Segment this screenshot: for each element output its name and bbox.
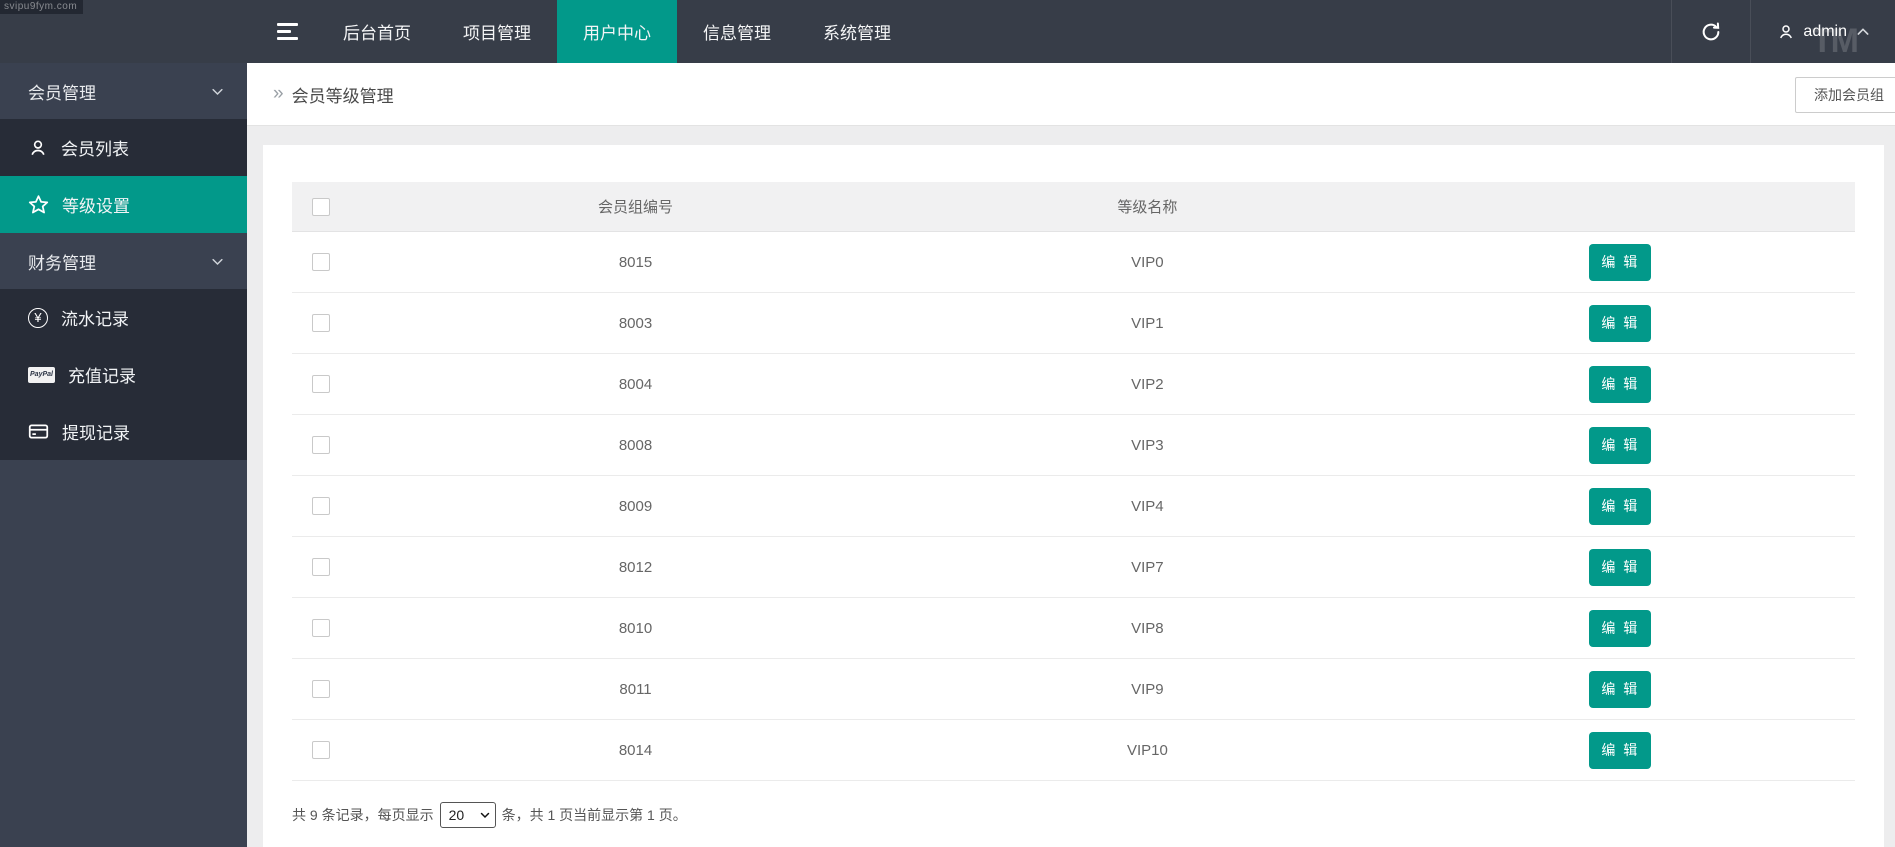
row-checkbox[interactable] (312, 619, 330, 638)
group-id-cell: 8010 (618, 619, 653, 637)
level-name-cell: VIP8 (1131, 619, 1164, 637)
table-row: 8012 VIP7 编 辑 (292, 537, 1855, 598)
chevron-up-icon (1857, 27, 1869, 35)
user-menu[interactable]: TM admin (1751, 0, 1895, 63)
paypal-icon: PayPal (28, 366, 55, 383)
col-header-group-id: 会员组编号 (598, 199, 674, 216)
row-checkbox[interactable] (312, 375, 330, 394)
username: admin (1803, 22, 1847, 40)
breadcrumb-caret-icon: » (273, 83, 284, 104)
yen-circle-icon: ¥ (28, 307, 48, 328)
edit-button[interactable]: 编 辑 (1589, 365, 1652, 403)
table-row: 8004 VIP2 编 辑 (292, 354, 1855, 415)
tab-user-center[interactable]: 用户中心 (557, 0, 677, 63)
group-id-cell: 8014 (618, 741, 653, 759)
level-name-cell: VIP7 (1131, 558, 1164, 576)
row-checkbox[interactable] (312, 558, 330, 577)
tab-info[interactable]: 信息管理 (703, 24, 771, 43)
menu-toggle-icon[interactable] (267, 0, 317, 63)
group-id-cell: 8015 (618, 253, 653, 271)
sidebar-item-level-settings[interactable]: 等级设置 (0, 176, 247, 233)
level-name-cell: VIP9 (1131, 680, 1164, 698)
col-header-level-name: 等级名称 (1117, 199, 1178, 216)
main-content: » 会员等级管理 添加会员组 会员组编号 等级名称 8015 VIP0 编 辑 … (247, 63, 1895, 847)
table-row: 8011 VIP9 编 辑 (292, 659, 1855, 720)
pagination: 共 9 条记录，每页显示 20 条，共 1 页当前显示第 1 页。 (292, 802, 1884, 828)
sidebar-item-withdraw-log[interactable]: 提现记录 (0, 403, 247, 460)
row-checkbox[interactable] (312, 253, 330, 272)
page-title: 会员等级管理 (291, 86, 394, 106)
table-row: 8009 VIP4 编 辑 (292, 476, 1855, 537)
level-name-cell: VIP3 (1131, 436, 1164, 454)
sidebar: 会员管理 会员列表 等级设置 财务管理 ¥ 流水记录 PayPal 充值记录 提… (0, 63, 247, 847)
edit-button[interactable]: 编 辑 (1589, 609, 1652, 647)
row-checkbox[interactable] (312, 680, 330, 699)
pagination-summary-before: 共 9 条记录，每页显示 (292, 807, 434, 823)
tab-projects[interactable]: 项目管理 (463, 24, 531, 43)
level-name-cell: VIP0 (1131, 253, 1164, 271)
table-body: 8015 VIP0 编 辑 8003 VIP1 编 辑 8004 VIP2 编 … (292, 232, 1855, 781)
sidebar-group-member-mgmt[interactable]: 会员管理 (0, 63, 247, 119)
group-id-cell: 8008 (618, 436, 653, 454)
edit-button[interactable]: 编 辑 (1589, 304, 1652, 342)
user-icon (31, 140, 45, 155)
row-checkbox[interactable] (312, 497, 330, 516)
edit-button[interactable]: 编 辑 (1589, 670, 1652, 708)
group-id-cell: 8012 (618, 558, 653, 576)
edit-button[interactable]: 编 辑 (1589, 731, 1652, 769)
table-row: 8008 VIP3 编 辑 (292, 415, 1855, 476)
sidebar-item-transaction-log[interactable]: ¥ 流水记录 (0, 289, 247, 346)
group-id-cell: 8009 (618, 497, 653, 515)
table-row: 8014 VIP10 编 辑 (292, 720, 1855, 781)
group-id-cell: 8003 (618, 314, 653, 332)
top-navbar: svipu9fym.com 后台首页 项目管理 用户中心 信息管理 系统管理 T… (0, 0, 1895, 63)
tab-system[interactable]: 系统管理 (823, 24, 891, 43)
level-name-cell: VIP1 (1131, 314, 1164, 332)
refresh-icon (1703, 22, 1720, 40)
level-name-cell: VIP10 (1126, 741, 1168, 759)
edit-button[interactable]: 编 辑 (1589, 243, 1652, 281)
sidebar-item-recharge-log[interactable]: PayPal 充值记录 (0, 346, 247, 403)
chevron-down-icon (212, 88, 223, 95)
table-row: 8003 VIP1 编 辑 (292, 293, 1855, 354)
breadcrumb: » 会员等级管理 添加会员组 (247, 63, 1895, 126)
sidebar-group-finance-mgmt[interactable]: 财务管理 (0, 233, 247, 289)
sidebar-item-member-list[interactable]: 会员列表 (0, 119, 247, 176)
group-id-cell: 8011 (619, 680, 652, 698)
table-header-row: 会员组编号 等级名称 (292, 182, 1855, 232)
member-level-table: 会员组编号 等级名称 8015 VIP0 编 辑 8003 VIP1 编 辑 8… (292, 182, 1855, 781)
star-icon (28, 195, 49, 214)
site-watermark: svipu9fym.com (0, 0, 84, 14)
table-row: 8015 VIP0 编 辑 (292, 232, 1855, 293)
tab-home[interactable]: 后台首页 (343, 24, 411, 43)
table-panel: 会员组编号 等级名称 8015 VIP0 编 辑 8003 VIP1 编 辑 8… (263, 145, 1884, 847)
group-id-cell: 8004 (618, 375, 653, 393)
edit-button[interactable]: 编 辑 (1589, 426, 1652, 464)
row-checkbox[interactable] (312, 436, 330, 455)
add-member-group-button[interactable]: 添加会员组 (1795, 77, 1895, 113)
level-name-cell: VIP4 (1131, 497, 1164, 515)
row-checkbox[interactable] (312, 741, 330, 760)
page-size-select[interactable]: 20 (439, 802, 496, 828)
row-checkbox[interactable] (312, 314, 330, 333)
refresh-button[interactable] (1671, 0, 1752, 63)
pagination-summary-after: 条，共 1 页当前显示第 1 页。 (501, 807, 687, 823)
user-icon (1780, 24, 1793, 38)
table-row: 8010 VIP8 编 辑 (292, 598, 1855, 659)
edit-button[interactable]: 编 辑 (1589, 548, 1652, 586)
select-all-checkbox[interactable] (312, 197, 330, 216)
page-size-select-wrap: 20 (439, 802, 496, 828)
level-name-cell: VIP2 (1131, 375, 1164, 393)
credit-card-icon (28, 424, 49, 439)
edit-button[interactable]: 编 辑 (1589, 487, 1652, 525)
chevron-down-icon (212, 258, 223, 265)
